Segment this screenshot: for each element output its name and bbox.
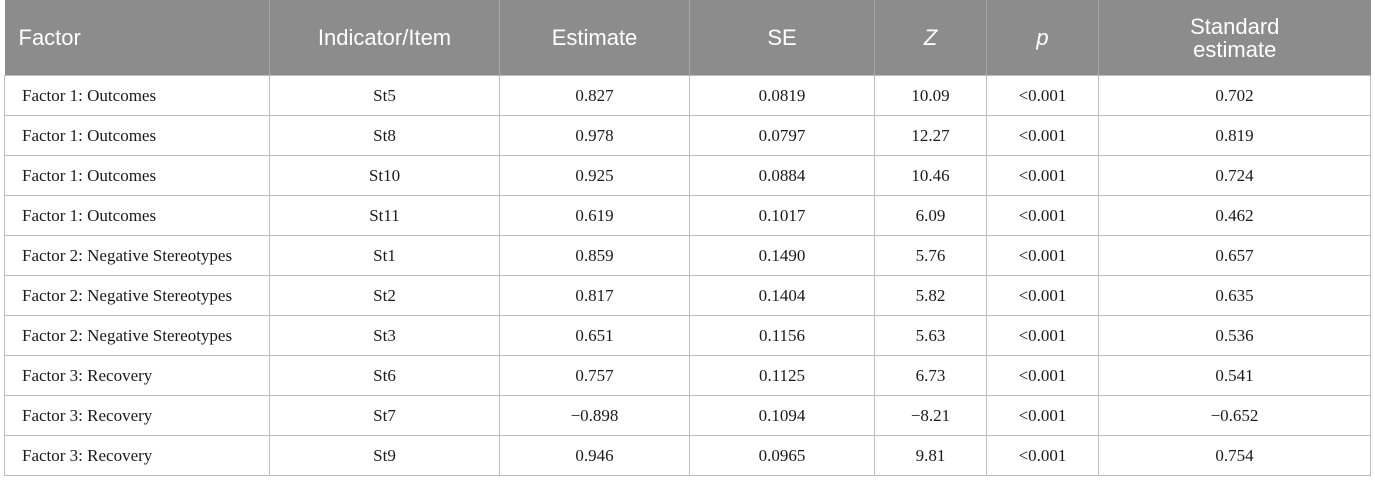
cell-z: 5.76 xyxy=(874,235,987,276)
cell-estimate: 0.817 xyxy=(499,275,690,316)
cell-item: St2 xyxy=(269,275,500,316)
table-row: Factor 2: Negative Stereotypes St3 0.651… xyxy=(4,315,1371,356)
cell-se: 0.1125 xyxy=(689,355,875,396)
table-row: Factor 3: Recovery St7 −0.898 0.1094 −8.… xyxy=(4,395,1371,436)
cell-p: <0.001 xyxy=(986,315,1099,356)
cell-standard-estimate: −0.652 xyxy=(1098,395,1371,436)
cell-item: St6 xyxy=(269,355,500,396)
cell-factor: Factor 1: Outcomes xyxy=(4,115,270,156)
cell-z: 6.09 xyxy=(874,195,987,236)
cell-factor: Factor 3: Recovery xyxy=(4,395,270,436)
cell-p: <0.001 xyxy=(986,235,1099,276)
cell-factor: Factor 2: Negative Stereotypes xyxy=(4,315,270,356)
table-header: Factor Indicator/Item Estimate SE Z p St… xyxy=(4,0,1371,76)
cell-standard-estimate: 0.702 xyxy=(1098,75,1371,116)
table-row: Factor 1: Outcomes St8 0.978 0.0797 12.2… xyxy=(4,115,1371,156)
cell-factor: Factor 1: Outcomes xyxy=(4,155,270,196)
cell-standard-estimate: 0.754 xyxy=(1098,435,1371,476)
cell-standard-estimate: 0.724 xyxy=(1098,155,1371,196)
cell-se: 0.1490 xyxy=(689,235,875,276)
table-row: Factor 3: Recovery St6 0.757 0.1125 6.73… xyxy=(4,355,1371,396)
cell-standard-estimate: 0.657 xyxy=(1098,235,1371,276)
cell-item: St11 xyxy=(269,195,500,236)
header-p: p xyxy=(986,0,1099,76)
cell-se: 0.1017 xyxy=(689,195,875,236)
cell-estimate: 0.651 xyxy=(499,315,690,356)
header-estimate: Estimate xyxy=(499,0,690,76)
cell-se: 0.0797 xyxy=(689,115,875,156)
cell-factor: Factor 2: Negative Stereotypes xyxy=(4,275,270,316)
cell-estimate: 0.925 xyxy=(499,155,690,196)
cell-item: St7 xyxy=(269,395,500,436)
cell-se: 0.0965 xyxy=(689,435,875,476)
cell-standard-estimate: 0.819 xyxy=(1098,115,1371,156)
cell-z: 5.82 xyxy=(874,275,987,316)
header-factor: Factor xyxy=(4,0,270,76)
cell-item: St1 xyxy=(269,235,500,276)
cfa-loadings-table: Factor Indicator/Item Estimate SE Z p St… xyxy=(4,0,1371,476)
table-row: Factor 2: Negative Stereotypes St2 0.817… xyxy=(4,275,1371,316)
header-indicator: Indicator/Item xyxy=(269,0,500,76)
cell-z: −8.21 xyxy=(874,395,987,436)
cell-se: 0.1404 xyxy=(689,275,875,316)
cell-estimate: −0.898 xyxy=(499,395,690,436)
cell-factor: Factor 2: Negative Stereotypes xyxy=(4,235,270,276)
cell-z: 6.73 xyxy=(874,355,987,396)
cell-item: St10 xyxy=(269,155,500,196)
table-row: Factor 3: Recovery St9 0.946 0.0965 9.81… xyxy=(4,435,1371,476)
cell-item: St8 xyxy=(269,115,500,156)
header-standard-estimate: Standard estimate xyxy=(1098,0,1371,76)
cell-estimate: 0.827 xyxy=(499,75,690,116)
cell-z: 9.81 xyxy=(874,435,987,476)
table-row: Factor 1: Outcomes St10 0.925 0.0884 10.… xyxy=(4,155,1371,196)
cell-item: St3 xyxy=(269,315,500,356)
cell-p: <0.001 xyxy=(986,115,1099,156)
cell-se: 0.0884 xyxy=(689,155,875,196)
cell-p: <0.001 xyxy=(986,75,1099,116)
header-se: SE xyxy=(689,0,875,76)
cell-standard-estimate: 0.536 xyxy=(1098,315,1371,356)
cell-standard-estimate: 0.462 xyxy=(1098,195,1371,236)
cell-estimate: 0.946 xyxy=(499,435,690,476)
cell-p: <0.001 xyxy=(986,355,1099,396)
table-row: Factor 1: Outcomes St5 0.827 0.0819 10.0… xyxy=(4,75,1371,116)
cell-estimate: 0.859 xyxy=(499,235,690,276)
table-row: Factor 1: Outcomes St11 0.619 0.1017 6.0… xyxy=(4,195,1371,236)
header-standard-estimate-line1: Standard xyxy=(1190,13,1280,39)
header-standard-estimate-line2: estimate xyxy=(1193,36,1277,62)
cell-item: St5 xyxy=(269,75,500,116)
cell-estimate: 0.619 xyxy=(499,195,690,236)
cell-se: 0.1156 xyxy=(689,315,875,356)
cell-z: 5.63 xyxy=(874,315,987,356)
cell-factor: Factor 3: Recovery xyxy=(4,355,270,396)
cell-standard-estimate: 0.541 xyxy=(1098,355,1371,396)
cell-z: 10.09 xyxy=(874,75,987,116)
cell-se: 0.1094 xyxy=(689,395,875,436)
cell-p: <0.001 xyxy=(986,275,1099,316)
table-row: Factor 2: Negative Stereotypes St1 0.859… xyxy=(4,235,1371,276)
cell-p: <0.001 xyxy=(986,435,1099,476)
cell-factor: Factor 1: Outcomes xyxy=(4,195,270,236)
cell-z: 10.46 xyxy=(874,155,987,196)
cell-item: St9 xyxy=(269,435,500,476)
cell-estimate: 0.978 xyxy=(499,115,690,156)
cell-z: 12.27 xyxy=(874,115,987,156)
cell-estimate: 0.757 xyxy=(499,355,690,396)
header-row: Factor Indicator/Item Estimate SE Z p St… xyxy=(4,0,1371,76)
cell-factor: Factor 1: Outcomes xyxy=(4,75,270,116)
cell-p: <0.001 xyxy=(986,155,1099,196)
cell-p: <0.001 xyxy=(986,395,1099,436)
cell-factor: Factor 3: Recovery xyxy=(4,435,270,476)
cell-p: <0.001 xyxy=(986,195,1099,236)
cell-standard-estimate: 0.635 xyxy=(1098,275,1371,316)
table-body: Factor 1: Outcomes St5 0.827 0.0819 10.0… xyxy=(4,75,1371,476)
cell-se: 0.0819 xyxy=(689,75,875,116)
header-z: Z xyxy=(874,0,987,76)
